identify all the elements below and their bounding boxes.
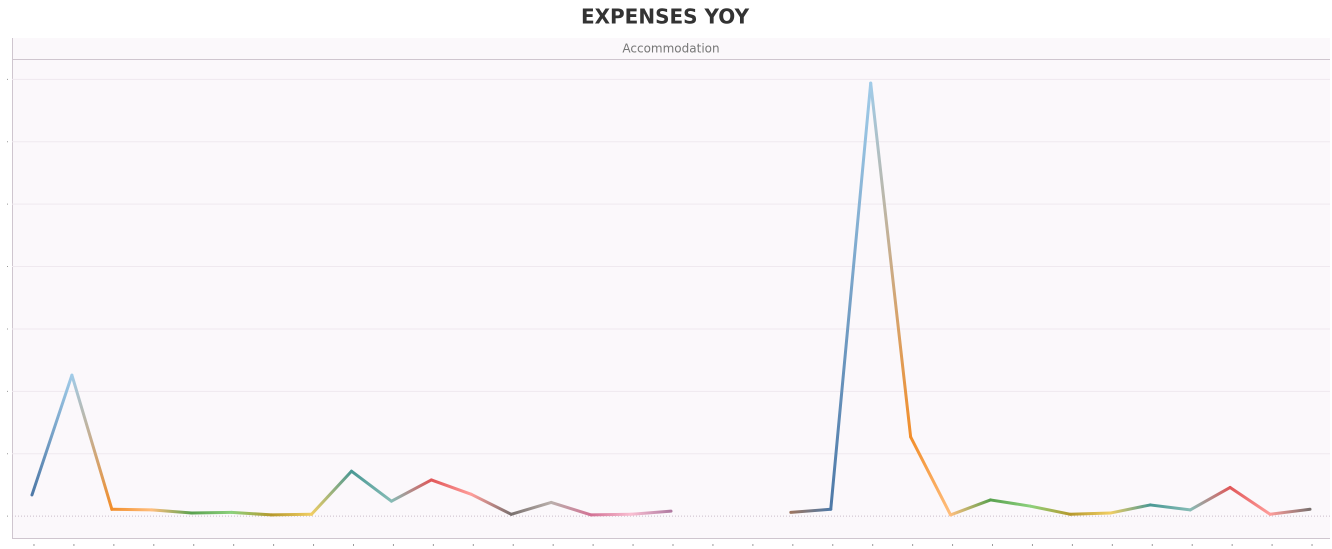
line-segment — [509, 500, 553, 516]
panel-title: Accommodation — [622, 42, 719, 56]
line-segment — [270, 512, 314, 517]
line-segment — [1268, 507, 1312, 516]
line-segment — [1228, 485, 1272, 516]
line-segment — [190, 510, 234, 515]
line-segment — [789, 507, 833, 514]
line-segment — [909, 435, 953, 517]
line-segment — [589, 512, 633, 517]
plot-area — [12, 38, 1330, 538]
line-segment — [110, 507, 154, 512]
line-segment — [1188, 485, 1232, 512]
line-segment — [429, 478, 473, 496]
line-segment — [30, 373, 74, 497]
line-segment — [949, 498, 993, 517]
line-segment — [549, 500, 593, 517]
line-segment — [1108, 503, 1152, 515]
line-segment — [829, 81, 873, 511]
line-segment — [869, 81, 913, 439]
line-segment — [349, 469, 393, 503]
chart-title: EXPENSES YOY — [581, 5, 750, 29]
line-segment — [469, 492, 513, 516]
line-segment — [310, 469, 353, 516]
line-segment — [230, 510, 274, 517]
line-segment — [629, 509, 673, 516]
line-segment — [70, 373, 114, 511]
line-segment — [1028, 504, 1072, 516]
line-segment — [389, 478, 433, 503]
line-segment — [1068, 511, 1112, 516]
line-segment — [989, 498, 1032, 508]
line-segment — [150, 508, 194, 515]
line-segment — [1148, 503, 1192, 512]
